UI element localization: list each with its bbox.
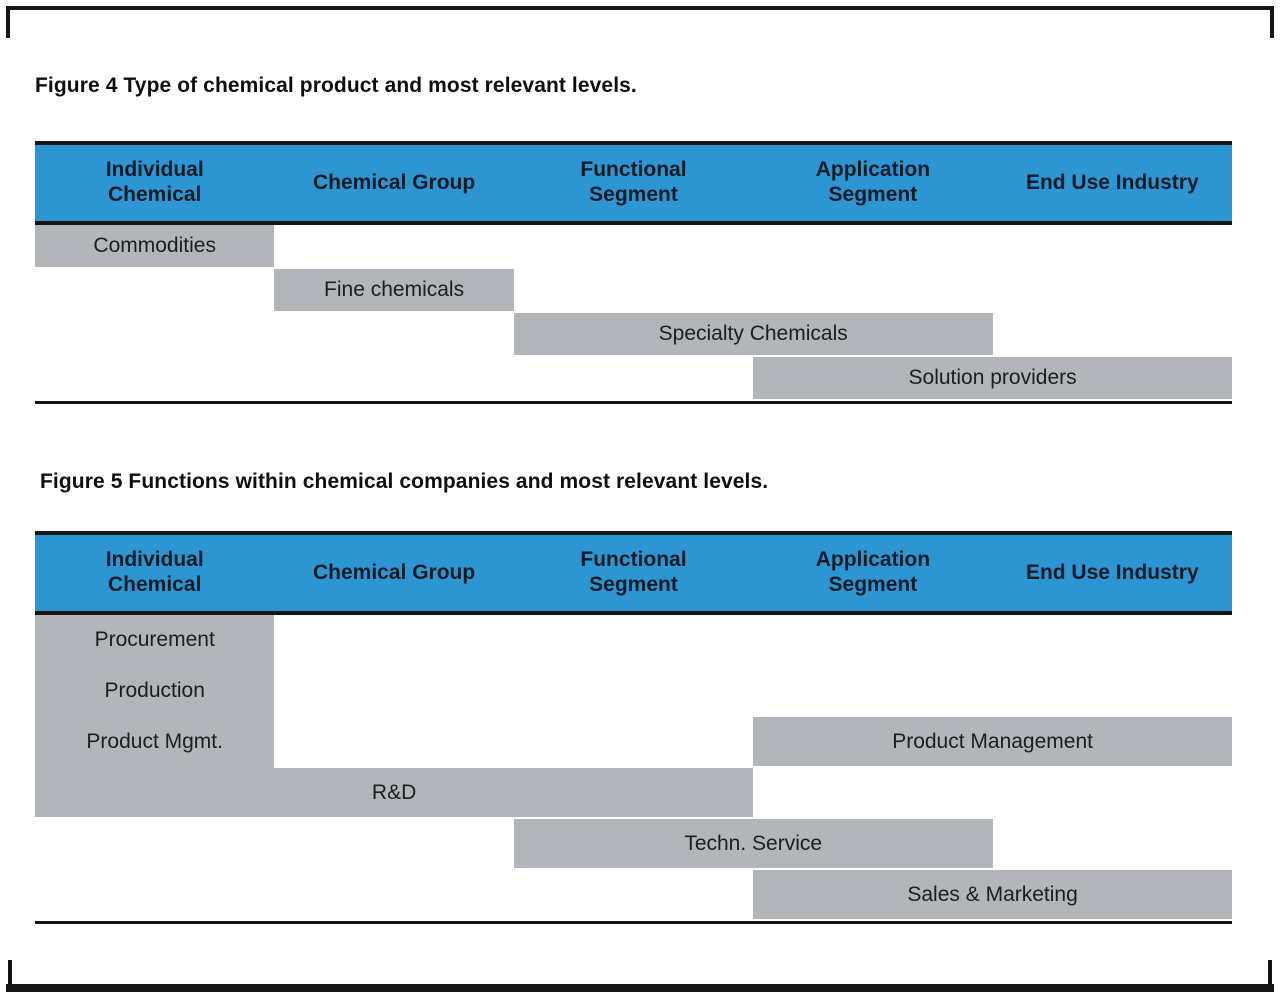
- page-frame-bottom-left-tick: [8, 960, 12, 984]
- column-header-1: Individual Chemical: [105, 158, 204, 206]
- level-bar-label: Fine chemicals: [324, 278, 465, 301]
- level-bar: Sales & Marketing: [753, 870, 1232, 919]
- page-frame-bottom-right-tick: [1268, 960, 1272, 984]
- level-bar: Specialty Chemicals: [513, 313, 993, 355]
- figure4-body: Commodities Fine chemicals Specialty Chemi…: [35, 225, 1232, 401]
- level-bar: Product Management: [753, 717, 1232, 766]
- page-frame-top: [6, 6, 1274, 10]
- column-header-3: Functional Segment: [580, 548, 687, 596]
- figure5-caption: Figure 5 Functions within chemical compa…: [40, 470, 769, 493]
- figure5-body: Procurement Production Product Mgmt. Produc…: [35, 615, 1232, 921]
- figure4-bottom-rule: [35, 401, 1232, 404]
- figure5-header-row: Individual Chemical Chemical Group Functio…: [35, 531, 1232, 615]
- page-frame-bottom: [6, 984, 1274, 992]
- level-bar: Solution providers: [753, 357, 1232, 399]
- left-block-item: Procurement: [94, 627, 215, 651]
- figure5-table: Individual Chemical Chemical Group Functio…: [35, 531, 1232, 924]
- figure5-bottom-rule: [35, 921, 1232, 924]
- level-bar-label: Techn. Service: [684, 831, 823, 855]
- level-bar: Fine chemicals: [274, 269, 514, 311]
- column-header-5: End Use Industry: [1025, 560, 1199, 584]
- column-header-4: Application Segment: [815, 548, 931, 596]
- left-block-item: Production: [104, 678, 205, 702]
- level-bar-label: Sales & Marketing: [907, 882, 1078, 906]
- page-frame-top-left-tick: [6, 6, 10, 38]
- column-header-5: End Use Industry: [1025, 170, 1199, 194]
- level-bar-label: Specialty Chemicals: [658, 322, 848, 345]
- level-bar: Techn. Service: [513, 819, 993, 868]
- figure4-caption: Figure 4 Type of chemical product and mo…: [35, 74, 637, 97]
- column-header-4: Application Segment: [815, 158, 931, 206]
- column-header-3: Functional Segment: [580, 158, 687, 206]
- level-bar-label: R&D: [371, 780, 417, 804]
- level-bar-label: Product Management: [892, 729, 1093, 753]
- figure4-table: Individual Chemical Chemical Group Functio…: [35, 141, 1232, 404]
- figure4-header-row: Individual Chemical Chemical Group Functio…: [35, 141, 1232, 225]
- left-block-item: Product Mgmt.: [86, 729, 223, 753]
- level-bar-label: Solution providers: [908, 366, 1077, 389]
- level-bar: Commodities: [35, 225, 275, 267]
- level-bar: R&D: [35, 768, 754, 817]
- column-header-2: Chemical Group: [312, 560, 476, 584]
- level-bar-label: Commodities: [93, 234, 216, 257]
- page-frame-top-right-tick: [1270, 6, 1274, 38]
- column-header-2: Chemical Group: [312, 170, 476, 194]
- column-header-1: Individual Chemical: [105, 548, 204, 596]
